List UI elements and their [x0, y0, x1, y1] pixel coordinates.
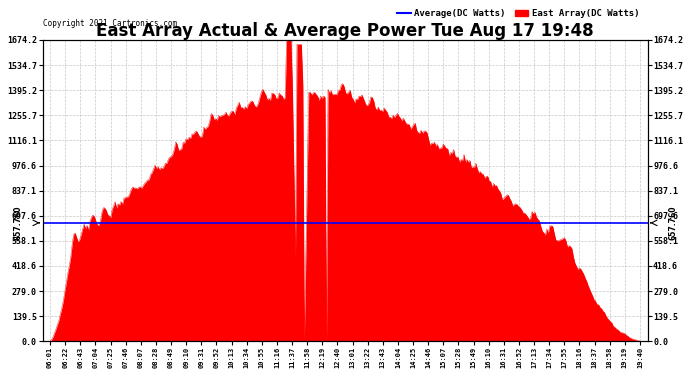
Text: 657.760: 657.760: [13, 206, 22, 240]
Text: Copyright 2021 Cartronics.com: Copyright 2021 Cartronics.com: [43, 19, 177, 28]
Text: 657.760: 657.760: [668, 206, 677, 240]
Title: East Array Actual & Average Power Tue Aug 17 19:48: East Array Actual & Average Power Tue Au…: [96, 22, 594, 40]
Legend: Average(DC Watts), East Array(DC Watts): Average(DC Watts), East Array(DC Watts): [393, 5, 643, 21]
